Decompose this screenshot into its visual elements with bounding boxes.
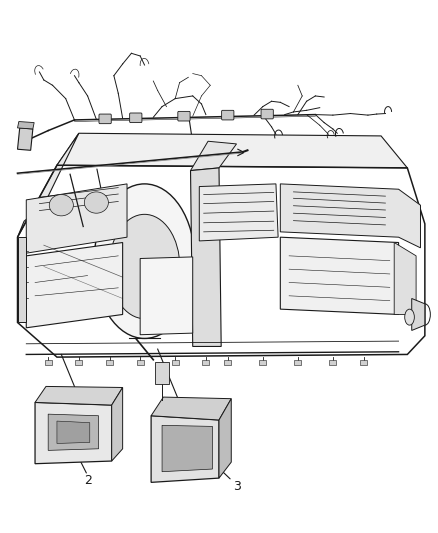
FancyBboxPatch shape	[106, 360, 113, 365]
Ellipse shape	[49, 195, 74, 216]
Ellipse shape	[84, 192, 109, 213]
Polygon shape	[57, 421, 90, 443]
Polygon shape	[26, 184, 127, 253]
Polygon shape	[191, 141, 237, 171]
FancyBboxPatch shape	[130, 113, 142, 123]
FancyBboxPatch shape	[261, 109, 273, 119]
FancyBboxPatch shape	[259, 360, 266, 365]
FancyBboxPatch shape	[45, 360, 52, 365]
Polygon shape	[191, 168, 221, 346]
Polygon shape	[280, 184, 420, 248]
FancyBboxPatch shape	[178, 111, 190, 121]
FancyBboxPatch shape	[172, 360, 179, 365]
FancyBboxPatch shape	[75, 360, 82, 365]
FancyBboxPatch shape	[137, 360, 144, 365]
Polygon shape	[18, 237, 26, 322]
Polygon shape	[26, 243, 123, 328]
Polygon shape	[155, 362, 169, 384]
Polygon shape	[35, 386, 123, 405]
FancyBboxPatch shape	[329, 360, 336, 365]
FancyBboxPatch shape	[99, 114, 111, 124]
Polygon shape	[219, 399, 231, 478]
Polygon shape	[394, 243, 416, 314]
FancyBboxPatch shape	[360, 360, 367, 365]
Text: 4: 4	[114, 272, 122, 285]
Polygon shape	[48, 414, 99, 450]
Polygon shape	[412, 298, 425, 330]
Polygon shape	[162, 425, 212, 472]
FancyBboxPatch shape	[294, 360, 301, 365]
FancyBboxPatch shape	[224, 360, 231, 365]
Polygon shape	[280, 237, 399, 314]
Polygon shape	[35, 402, 112, 464]
Polygon shape	[199, 184, 278, 241]
Polygon shape	[140, 257, 193, 335]
Polygon shape	[18, 122, 34, 129]
Polygon shape	[112, 387, 123, 461]
Polygon shape	[151, 397, 231, 420]
Ellipse shape	[110, 214, 180, 319]
Polygon shape	[151, 416, 219, 482]
FancyBboxPatch shape	[202, 360, 209, 365]
Text: 2: 2	[84, 474, 92, 487]
Ellipse shape	[405, 309, 414, 325]
Polygon shape	[18, 128, 33, 150]
Polygon shape	[57, 133, 407, 168]
FancyBboxPatch shape	[222, 110, 234, 120]
Text: 3: 3	[233, 480, 240, 492]
Text: 1: 1	[202, 229, 210, 242]
Polygon shape	[18, 133, 79, 237]
Ellipse shape	[94, 184, 195, 338]
